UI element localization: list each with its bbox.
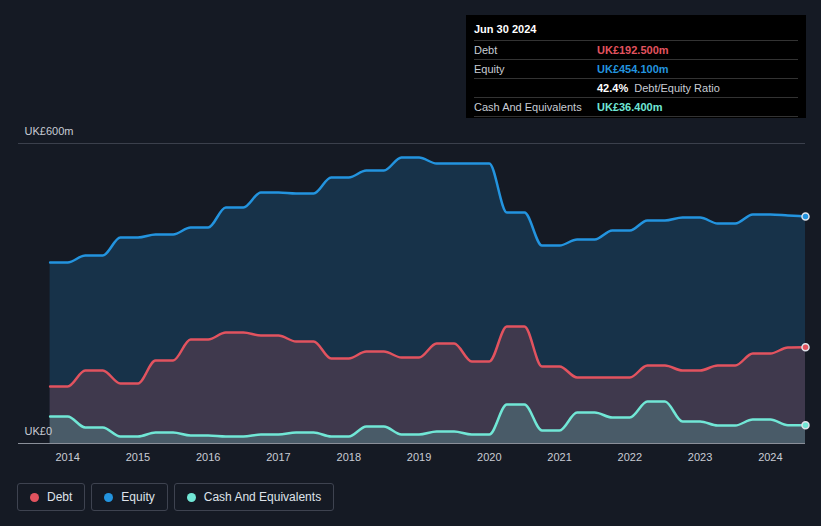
html-text:Debt/Equity Ratio: Debt/Equity Ratio	[634, 82, 720, 94]
html-text:Cash And Equivalents: Cash And Equivalents	[474, 101, 582, 113]
html-text:Cash And Equivalents: Cash And Equivalents	[203, 490, 322, 504]
svg-text:2018: 2018	[337, 451, 361, 463]
svg-text:2017: 2017	[266, 451, 290, 463]
svg-text:UK£0: UK£0	[25, 425, 53, 437]
svg-text:2015: 2015	[126, 451, 150, 463]
svg-text:2020: 2020	[477, 451, 501, 463]
svg-text:2023: 2023	[688, 451, 712, 463]
html-text:Equity: Equity	[121, 490, 155, 504]
html-text:42.4%: 42.4%	[597, 82, 629, 94]
html-text:Debt: Debt	[47, 490, 73, 504]
svg-text:2022: 2022	[618, 451, 642, 463]
svg-text:2016: 2016	[196, 451, 220, 463]
html-text:UK£36.400m: UK£36.400m	[597, 101, 663, 113]
svg-text:2024: 2024	[758, 451, 782, 463]
html-text:Debt: Debt	[474, 44, 498, 56]
svg-text:UK£600m: UK£600m	[25, 125, 74, 137]
svg-text:2021: 2021	[547, 451, 571, 463]
svg-text:2014: 2014	[55, 451, 79, 463]
html-text:UK£454.100m: UK£454.100m	[597, 63, 669, 75]
svg-text:2019: 2019	[407, 451, 431, 463]
html-text:UK£192.500m: UK£192.500m	[597, 44, 669, 56]
html-text:Jun 30 2024: Jun 30 2024	[474, 23, 537, 35]
html-text:Equity: Equity	[474, 63, 505, 75]
